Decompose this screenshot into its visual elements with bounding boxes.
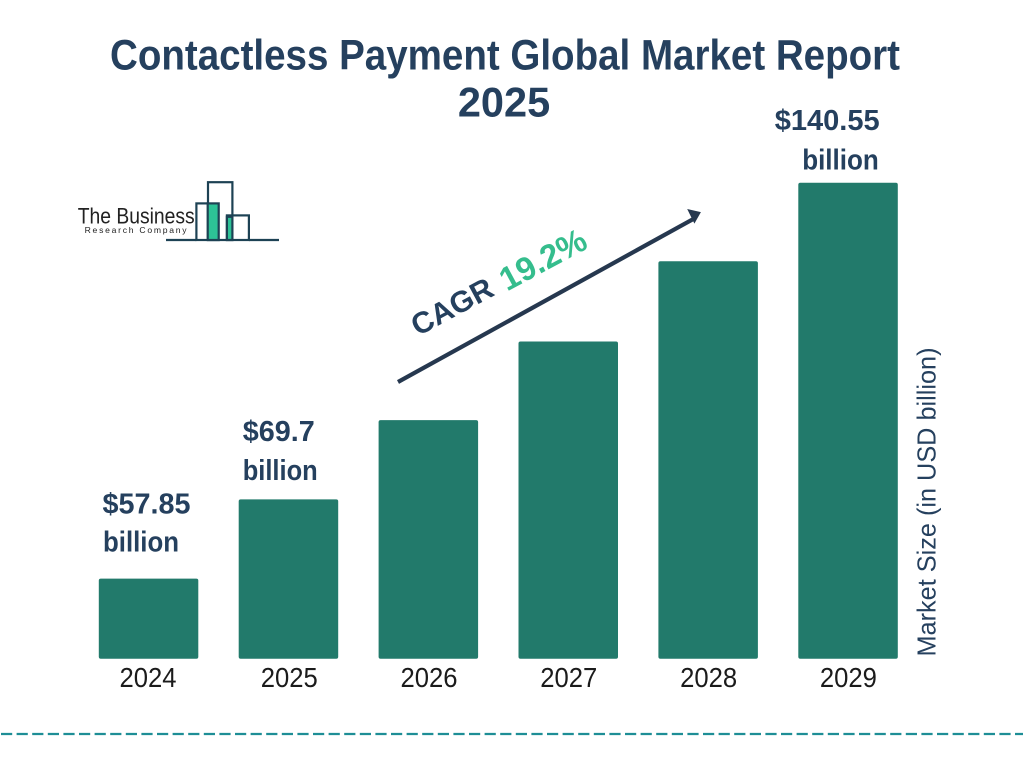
svg-text:$57.85: $57.85	[103, 489, 191, 521]
svg-text:billion: billion	[802, 145, 879, 177]
svg-text:$69.7: $69.7	[243, 416, 315, 448]
svg-text:2027: 2027	[540, 661, 597, 693]
svg-text:2025: 2025	[458, 79, 550, 126]
svg-text:$140.55: $140.55	[775, 105, 880, 137]
svg-text:Research Company: Research Company	[85, 225, 188, 235]
svg-text:2024: 2024	[120, 661, 177, 693]
svg-text:billion: billion	[243, 455, 318, 487]
svg-text:Contactless Payment Global Mar: Contactless Payment Global Market Report	[110, 33, 900, 80]
svg-text:2025: 2025	[261, 661, 318, 693]
svg-text:2028: 2028	[680, 661, 737, 693]
svg-text:2029: 2029	[820, 661, 877, 693]
svg-text:Market Size (in USD billion): Market Size (in USD billion)	[912, 348, 942, 657]
svg-text:billion: billion	[103, 527, 179, 559]
svg-text:2026: 2026	[401, 661, 458, 693]
svg-text:The Business: The Business	[78, 203, 195, 228]
